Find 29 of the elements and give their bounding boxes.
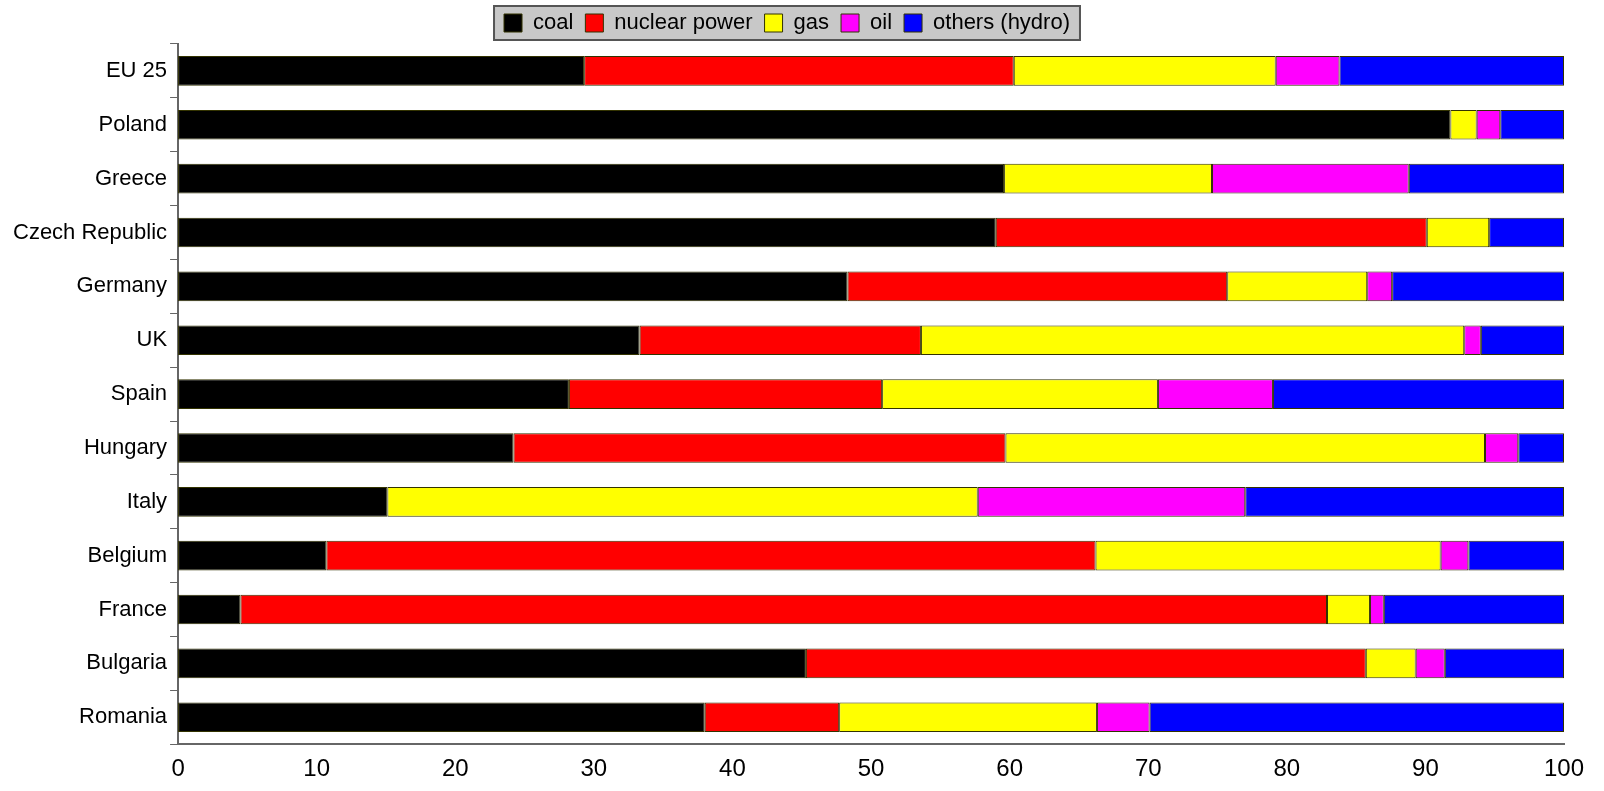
x-tick-label: 60: [996, 754, 1023, 782]
x-tick-label: 20: [441, 754, 469, 782]
x-tick-label: 100: [1543, 754, 1585, 782]
x-tick-label: 10: [303, 754, 331, 782]
legend-label: gas: [793, 9, 830, 35]
y-tick-label: Germany: [76, 272, 168, 298]
y-tick-label: Czech Republic: [13, 218, 168, 244]
legend-label: others (hydro): [933, 9, 1070, 35]
x-tick-label: 30: [580, 754, 608, 782]
x-tick-label: 70: [1134, 754, 1162, 782]
legend-label: oil: [870, 9, 893, 35]
x-tick-label: 50: [857, 754, 885, 782]
y-tick-label: Greece: [94, 164, 168, 190]
x-tick-label: 80: [1273, 754, 1301, 782]
x-tick-label: 0: [171, 754, 185, 782]
y-tick-label: Spain: [110, 380, 168, 406]
x-tick-label: 90: [1412, 754, 1439, 782]
legend-label: nuclear power: [614, 9, 753, 35]
y-tick-label: Hungary: [83, 434, 168, 460]
y-tick-label: Poland: [98, 110, 168, 136]
y-tick-label: Bulgaria: [86, 649, 168, 675]
y-tick-label: Romania: [79, 703, 168, 729]
y-tick-label: Italy: [126, 487, 168, 513]
y-tick-label: UK: [136, 326, 168, 352]
y-tick-label: France: [98, 595, 168, 621]
x-tick-label: 40: [719, 754, 746, 782]
y-tick-label: EU 25: [105, 56, 168, 82]
legend-label: coal: [533, 9, 574, 35]
y-tick-label: Belgium: [87, 541, 168, 567]
